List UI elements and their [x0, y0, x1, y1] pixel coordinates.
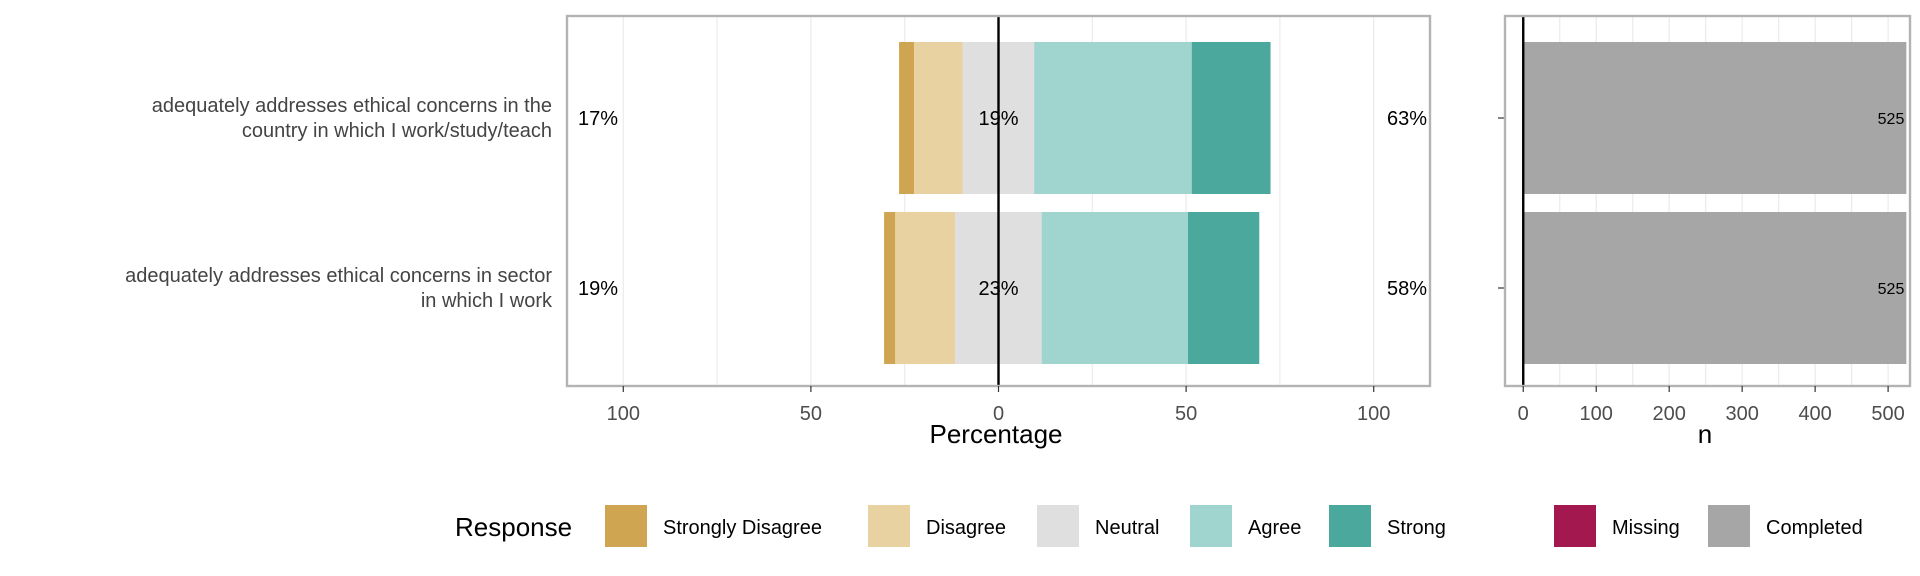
- x-axis-title: Percentage: [930, 419, 1063, 449]
- legend-label: Strongly Disagree: [663, 517, 822, 539]
- legend-key: [1708, 505, 1750, 547]
- count-bar: [1523, 212, 1907, 364]
- legend-key: [1554, 505, 1596, 547]
- main-panel: 17% 19% 63% adequately addresses ethical co…: [125, 14, 1432, 425]
- x-tick-label: 50: [1175, 403, 1197, 425]
- x-tick-label: 100: [607, 403, 640, 425]
- bar-segment: [899, 42, 915, 194]
- count-value-label: 525: [1878, 281, 1905, 298]
- legend-label: Missing: [1612, 517, 1680, 539]
- bar-segment: [895, 212, 956, 364]
- bar-segment: [1041, 212, 1188, 364]
- count-tick-label: 500: [1871, 403, 1904, 425]
- count-tick-label: 400: [1798, 403, 1831, 425]
- x-tick-label: 50: [800, 403, 822, 425]
- legend: Response Strongly Disagree Disagree Neutra…: [455, 500, 1863, 552]
- count-panel-border: [1503, 14, 1912, 388]
- low-percent-label: 19%: [578, 278, 618, 300]
- y-category-label: adequately addresses ethical concerns in…: [152, 95, 552, 142]
- count-bar: [1523, 42, 1907, 194]
- low-percent-label: 17%: [578, 108, 618, 130]
- x-tick-label: 0: [993, 403, 1004, 425]
- count-tick-label: 200: [1653, 403, 1686, 425]
- bar-segment: [884, 212, 896, 364]
- legend-key: [605, 505, 647, 547]
- high-percent-label: 58%: [1387, 278, 1427, 300]
- y-category-label: adequately addresses ethical concerns in…: [125, 265, 553, 312]
- count-tick-label: 0: [1518, 403, 1529, 425]
- legend-label: Neutral: [1095, 517, 1159, 539]
- x-tick-label: 100: [1357, 403, 1390, 425]
- bar-segment: [1187, 212, 1260, 364]
- bar-segment: [914, 42, 963, 194]
- bar-segment: [1191, 42, 1271, 194]
- legend-key: [1037, 505, 1079, 547]
- legend-label: Agree: [1248, 517, 1301, 539]
- legend-key: [868, 505, 910, 547]
- bar-segment: [1034, 42, 1192, 194]
- legend-label: Completed: [1766, 517, 1863, 539]
- legend-key: [1329, 505, 1371, 547]
- legend-title: Response: [455, 512, 572, 542]
- legend-label: Strong: [1387, 517, 1446, 539]
- legend-label: Disagree: [926, 517, 1006, 539]
- count-tick-label: 300: [1725, 403, 1758, 425]
- count-value-label: 525: [1878, 111, 1905, 128]
- high-percent-label: 63%: [1387, 108, 1427, 130]
- count-tick-label: 100: [1580, 403, 1613, 425]
- legend-key: [1190, 505, 1232, 547]
- count-panel: 525 525 0 100 200 300 400 500: [1498, 14, 1912, 425]
- count-axis-title: n: [1698, 419, 1712, 449]
- legend-clip-mask: [1447, 500, 1527, 552]
